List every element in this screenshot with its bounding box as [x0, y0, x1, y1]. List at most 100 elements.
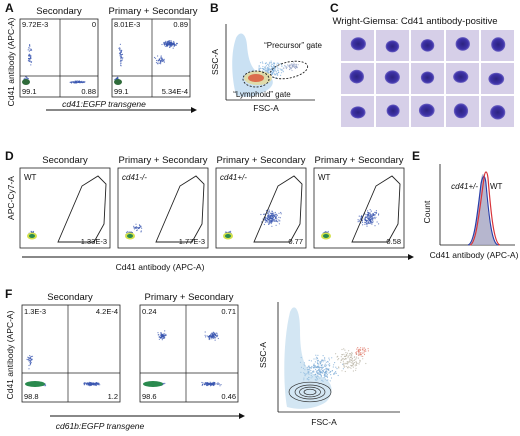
panel-c-cell-grid — [341, 30, 514, 127]
panel-f-plot2-q-tl: 0.24 — [142, 307, 157, 316]
panel-e: E Count Cd41 antibody (APC-A) cd41+/- WT — [412, 149, 519, 260]
panel-b-label: B — [210, 1, 219, 15]
panel-f-plot1-events — [25, 355, 101, 387]
panel-f-ylabel: Cd41 antibody (APC-A) — [5, 310, 15, 399]
stained-cell — [491, 37, 506, 52]
panel-a-plot1-q-tl: 9.72E-3 — [22, 20, 48, 29]
panel-a-plot2-q-tr: 0.89 — [173, 20, 188, 29]
panel-f-xlabel: cd61b:EGFP transgene — [56, 421, 145, 431]
panel-f-plot2-q-tr: 0.71 — [221, 307, 236, 316]
panel-d-gate-value: 1.33E-3 — [81, 237, 107, 246]
panel-f-scatter-events — [299, 347, 369, 386]
panel-a-plot2-q-br: 5.34E-4 — [162, 87, 188, 96]
panel-d-plot-title: Primary + Secondary — [217, 155, 306, 166]
panel-f-plot1-q-tr: 4.2E-4 — [96, 307, 118, 316]
panel-a-plot1-frame — [19, 18, 99, 98]
panel-f-plot2-events — [143, 330, 222, 387]
stained-cell — [453, 70, 469, 83]
panel-b: B SSC-A FSC-A “Precursor” gate “Lymphoid… — [210, 1, 322, 113]
gate-polygon — [57, 175, 107, 243]
panel-a-plot1-q-br: 0.88 — [81, 87, 96, 96]
panel-f-plot2-title: Primary + Secondary — [145, 292, 234, 303]
panel-f-ssc-label: SSC-A — [258, 342, 268, 368]
panel-e-xlabel: Cd41 antibody (APC-A) — [430, 250, 519, 260]
stained-cell — [455, 37, 470, 51]
panel-a-plot1-q-bl: 99.1 — [22, 87, 37, 96]
panel-c: C Wright-Giemsa: Cd41 antibody-positive — [330, 1, 514, 127]
panel-e-legend-wt: WT — [490, 182, 503, 191]
contour-line — [303, 388, 317, 396]
panel-d-plot-title: Primary + Secondary — [315, 155, 404, 166]
panel-a-xlabel: cd41:EGFP transgene — [62, 99, 146, 109]
contour-line — [294, 384, 326, 400]
stained-cell — [384, 70, 400, 84]
panel-d-genotype: WT — [24, 173, 37, 182]
panel-c-title: Wright-Giemsa: Cd41 antibody-positive — [332, 16, 497, 27]
panel-d-plot-title: Primary + Secondary — [119, 155, 208, 166]
precursor-gate — [269, 60, 309, 80]
panel-e-ylabel: Count — [422, 200, 432, 223]
panel-a-plot2-title: Primary + Secondary — [109, 6, 198, 17]
panel-f-plot2-frame — [139, 304, 239, 403]
panel-f: F Secondary Primary + Secondary 1.3E-3 4… — [5, 287, 400, 431]
panel-d-gate-value: 1.77E-3 — [179, 237, 205, 246]
stained-cell — [490, 105, 506, 120]
panel-d-gate-value: 0.77 — [288, 237, 303, 246]
gate-polygon — [253, 175, 303, 243]
panel-a-plot2-frame — [111, 18, 191, 98]
panel-d-ylabel: APC-Cy7-A — [6, 176, 16, 220]
panel-f-plot2-q-bl: 98.6 — [142, 392, 157, 401]
stained-cell — [349, 69, 364, 84]
panel-d-gate-value: 0.58 — [386, 237, 401, 246]
panel-a-plot2-events — [114, 40, 178, 85]
stained-cell — [386, 104, 400, 117]
panel-a-plot1-title: Secondary — [36, 6, 82, 17]
panel-d-plot-title: Secondary — [42, 155, 88, 166]
panel-f-label: F — [5, 287, 12, 301]
panel-f-plot1-q-br: 1.2 — [108, 392, 118, 401]
stained-cell — [385, 40, 400, 53]
panel-b-ylabel: SSC-A — [210, 49, 220, 75]
stained-cell — [420, 39, 435, 52]
panel-a-label: A — [5, 1, 14, 15]
stained-cell — [418, 103, 435, 118]
panel-a-ylabel: Cd41 antibody (APC-A) — [6, 17, 16, 106]
stained-cell — [488, 72, 505, 86]
contour-line — [299, 386, 321, 398]
panel-d-label: D — [5, 149, 14, 163]
panel-c-label: C — [330, 1, 339, 15]
panel-d-xlabel: Cd41 antibody (APC-A) — [116, 262, 205, 272]
panel-e-label: E — [412, 149, 420, 163]
stained-cell — [350, 37, 366, 51]
panel-f-contours — [288, 381, 332, 403]
stained-cell — [453, 103, 469, 119]
panel-a-plot1-q-tr: 0 — [92, 20, 96, 29]
gate-polygon — [351, 175, 401, 243]
panel-d-genotype: WT — [318, 173, 331, 182]
panel-a-plot1-events — [22, 44, 86, 85]
panel-f-fsc-label: FSC-A — [311, 417, 337, 427]
gate-polygon — [155, 175, 205, 243]
panel-e-legend-het: cd41+/- — [451, 182, 478, 191]
panel-d: D APC-Cy7-A Secondary WT 1.33E-3 Primary + … — [5, 149, 414, 272]
contour-line — [288, 381, 332, 403]
panel-f-plot2-q-br: 0.46 — [221, 392, 236, 401]
panel-a: A Secondary Primary + Secondary 9.72E-3 … — [5, 1, 198, 113]
panel-f-plot1-frame — [21, 304, 121, 403]
stained-cell — [420, 71, 435, 84]
panel-b-xlabel: FSC-A — [253, 103, 279, 113]
panel-d-plots: Secondary WT 1.33E-3 Primary + Secondary cd4… — [19, 155, 405, 249]
panel-f-plot1-q-tl: 1.3E-3 — [24, 307, 46, 316]
panel-d-genotype: cd41+/- — [220, 173, 247, 182]
lymphoid-gate — [242, 70, 270, 88]
lymphoid-gate-label: “Lymphoid” gate — [233, 90, 291, 99]
panel-d-genotype: cd41-/- — [122, 173, 147, 182]
panel-a-plot2-q-bl: 99.1 — [114, 87, 129, 96]
panel-f-plot1-title: Secondary — [47, 292, 93, 303]
stained-cell — [350, 106, 366, 119]
panel-f-plot1-q-bl: 98.8 — [24, 392, 39, 401]
panel-a-plot2-q-tl: 8.01E-3 — [114, 20, 140, 29]
panel-e-wt-curve — [469, 171, 501, 246]
precursor-gate-label: “Precursor” gate — [264, 41, 322, 50]
